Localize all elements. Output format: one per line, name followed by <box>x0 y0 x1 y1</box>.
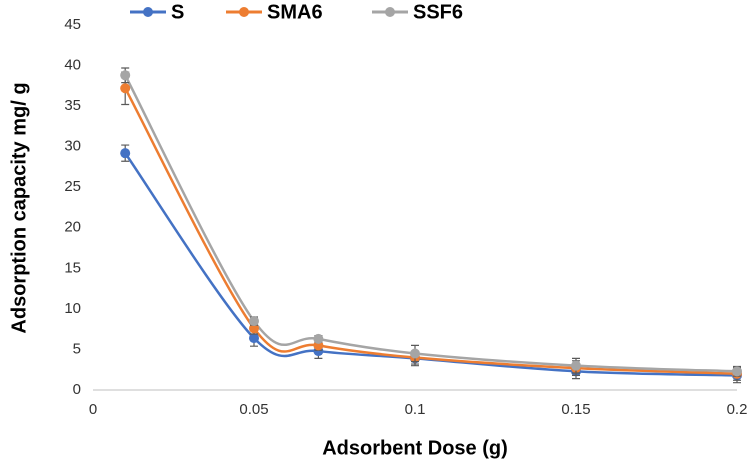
data-point <box>120 70 131 81</box>
y-tick-label: 20 <box>64 219 81 236</box>
y-tick-label: 10 <box>64 300 81 317</box>
y-tick-label: 35 <box>64 97 81 114</box>
x-axis-title: Adsorbent Dose (g) <box>322 437 508 459</box>
data-point <box>410 348 420 359</box>
data-point <box>120 148 131 159</box>
y-tick-label: 40 <box>64 57 81 74</box>
legend-marker <box>239 7 249 17</box>
y-tick-label: 5 <box>73 340 81 357</box>
x-tick-label: 0.05 <box>239 401 268 418</box>
legend-label: SSF6 <box>413 1 463 23</box>
series-line <box>124 87 738 376</box>
x-tick-label: 0.1 <box>405 401 426 418</box>
data-point <box>120 83 131 94</box>
y-axis-title: Adsorption capacity mg/ g <box>8 82 30 333</box>
data-point <box>571 360 581 371</box>
x-tick-label: 0.15 <box>561 401 590 418</box>
data-point <box>249 316 259 327</box>
legend-label: S <box>171 1 184 23</box>
legend-marker <box>143 7 153 17</box>
y-tick-label: 30 <box>64 138 81 155</box>
legend-marker <box>385 7 395 17</box>
x-tick-label: 0.2 <box>727 401 748 418</box>
series-line <box>124 152 738 377</box>
y-tick-label: 0 <box>73 381 81 398</box>
y-tick-label: 25 <box>64 178 81 195</box>
legend-label: SMA6 <box>267 1 323 23</box>
data-point <box>313 333 324 344</box>
data-point <box>249 333 259 344</box>
series-line <box>124 74 738 373</box>
data-point <box>249 323 259 334</box>
x-tick-label: 0 <box>89 401 97 418</box>
y-tick-label: 15 <box>64 259 81 276</box>
data-point <box>732 366 742 377</box>
y-tick-label: 45 <box>64 16 81 33</box>
